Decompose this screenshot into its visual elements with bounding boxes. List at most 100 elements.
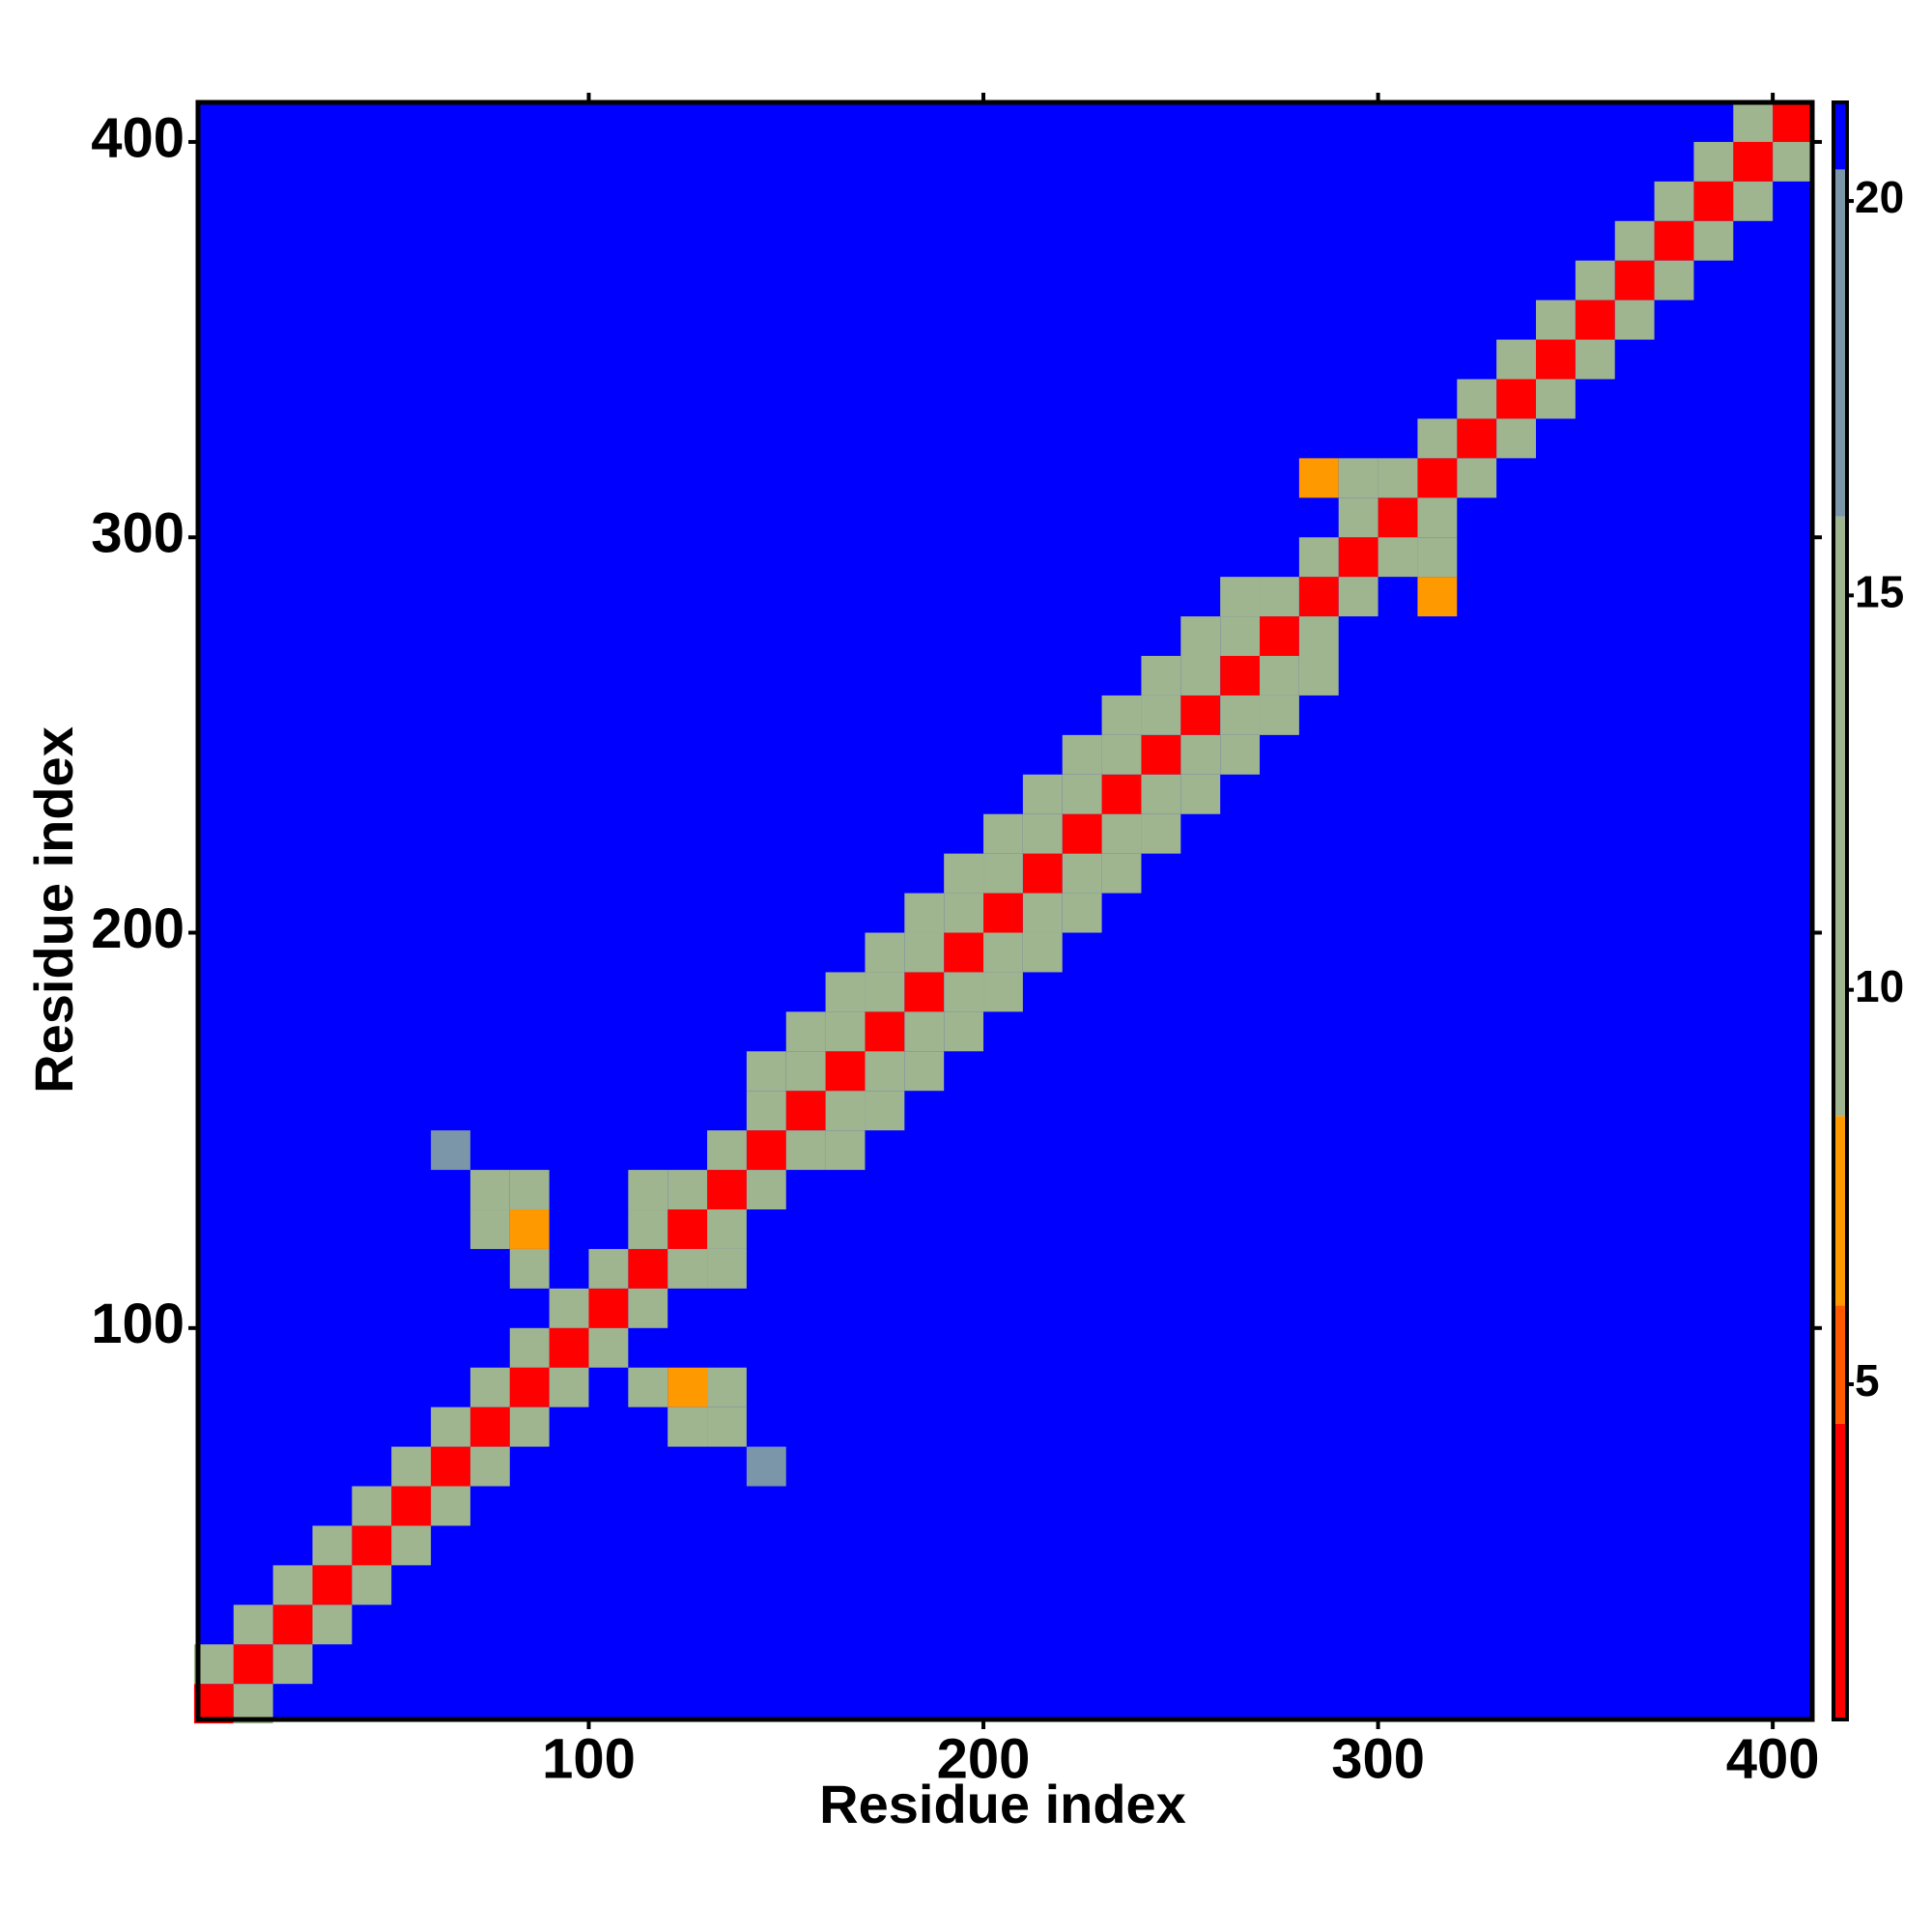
heatmap-cell xyxy=(1180,774,1221,814)
heatmap-cell xyxy=(312,1525,353,1566)
heatmap-cell xyxy=(1260,616,1299,657)
heatmap-cell xyxy=(1062,734,1102,775)
heatmap-cell xyxy=(1220,656,1261,696)
heatmap-cell xyxy=(1733,141,1774,182)
heatmap-cell xyxy=(1536,379,1576,419)
heatmap-cell xyxy=(1101,774,1142,814)
heatmap-cell xyxy=(746,1051,786,1092)
heatmap-cell xyxy=(1417,577,1458,617)
x-tick-label: 300 xyxy=(1331,1727,1425,1790)
heatmap-cell xyxy=(707,1367,747,1407)
heatmap-cell xyxy=(312,1605,353,1645)
heatmap-cell xyxy=(1141,734,1181,775)
colorbar-segment xyxy=(1833,169,1847,517)
heatmap-cell xyxy=(509,1367,550,1407)
heatmap-cell xyxy=(1220,577,1261,617)
y-tick-label: 300 xyxy=(91,502,185,565)
heatmap-cell xyxy=(391,1525,432,1566)
heatmap-cell xyxy=(1417,458,1458,498)
heatmap-cell xyxy=(944,972,984,1012)
y-tick-label: 200 xyxy=(91,897,185,960)
heatmap-cell xyxy=(509,1209,550,1249)
heatmap-cell xyxy=(1141,656,1181,696)
heatmap-cell xyxy=(944,893,984,933)
heatmap-cell xyxy=(1141,813,1181,854)
heatmap-cell xyxy=(1733,102,1774,142)
heatmap-cell xyxy=(1298,616,1339,657)
heatmap-cell xyxy=(1575,339,1615,380)
heatmap-cell xyxy=(1614,260,1655,300)
heatmap-cell xyxy=(983,972,1023,1012)
heatmap-cell xyxy=(944,853,984,894)
heatmap-cell xyxy=(1141,695,1181,735)
heatmap-cell xyxy=(1614,220,1655,261)
heatmap-cell xyxy=(707,1170,747,1210)
heatmap-cell xyxy=(1733,181,1774,221)
heatmap-cell xyxy=(1022,893,1063,933)
x-tick-label: 100 xyxy=(542,1727,636,1790)
heatmap-cell xyxy=(1101,853,1142,894)
heatmap-cell xyxy=(825,1011,866,1052)
heatmap-cell xyxy=(707,1406,747,1447)
heatmap-cell xyxy=(431,1406,470,1447)
colorbar-segment xyxy=(1833,1305,1847,1424)
heatmap-cell xyxy=(1298,656,1339,696)
heatmap-cell xyxy=(1062,853,1102,894)
heatmap-cell xyxy=(1298,458,1339,498)
heatmap-cell xyxy=(628,1288,668,1328)
heatmap-cell xyxy=(1378,537,1418,578)
heatmap-cell xyxy=(509,1248,550,1289)
heatmap-cell xyxy=(983,932,1023,973)
heatmap-cell xyxy=(1457,418,1497,459)
heatmap-cell xyxy=(469,1446,510,1487)
heatmap-cell xyxy=(904,972,945,1012)
heatmap-cell xyxy=(1180,734,1221,775)
heatmap-cell xyxy=(1614,299,1655,340)
heatmap-cell xyxy=(1062,813,1102,854)
heatmap-cell xyxy=(1693,181,1734,221)
heatmap-cell xyxy=(1220,734,1261,775)
heatmap-cell xyxy=(1101,695,1142,735)
heatmap-cell xyxy=(312,1565,353,1605)
heatmap-cell xyxy=(1101,813,1142,854)
heatmap-cell xyxy=(1654,181,1694,221)
heatmap-cell xyxy=(1180,616,1221,657)
colorbar-segment xyxy=(1833,102,1847,170)
heatmap-cell xyxy=(588,1288,629,1328)
heatmap-cell xyxy=(865,1051,905,1092)
colorbar-segment xyxy=(1833,516,1847,1117)
heatmap-cell xyxy=(707,1209,747,1249)
y-tick-label: 100 xyxy=(91,1293,185,1355)
colorbar-frame xyxy=(1832,100,1849,1721)
heatmap-cell xyxy=(1496,379,1537,419)
heatmap-cell xyxy=(352,1525,392,1566)
heatmap-cell xyxy=(1654,220,1694,261)
heatmap-cell xyxy=(1022,853,1063,894)
heatmap-cell xyxy=(588,1327,629,1368)
heatmap-cell xyxy=(431,1486,470,1526)
heatmap-cell xyxy=(391,1446,432,1487)
heatmap-cell xyxy=(904,893,945,933)
heatmap-cell xyxy=(272,1565,313,1605)
heatmap-cell xyxy=(1022,932,1063,973)
x-axis-label: Residue index xyxy=(819,1774,1186,1834)
heatmap-cell xyxy=(865,1011,905,1052)
heatmap-cell xyxy=(1022,813,1063,854)
heatmap-cell xyxy=(1022,774,1063,814)
heatmap-cell xyxy=(983,813,1023,854)
heatmap-cell xyxy=(272,1605,313,1645)
heatmap-cell xyxy=(1338,577,1378,617)
heatmap-cell xyxy=(1220,695,1261,735)
heatmap-cell xyxy=(668,1367,708,1407)
heatmap-cell xyxy=(352,1486,392,1526)
heatmap-cell xyxy=(233,1644,273,1685)
heatmap-cell xyxy=(1496,418,1537,459)
heatmap-cell xyxy=(983,853,1023,894)
heatmap-cell xyxy=(549,1288,589,1328)
heatmap-cell xyxy=(746,1130,786,1171)
heatmap-cell xyxy=(272,1644,313,1685)
heatmap-cell xyxy=(628,1170,668,1210)
heatmap-cell xyxy=(1260,695,1299,735)
heatmap-cell xyxy=(628,1367,668,1407)
heatmap-cell xyxy=(628,1248,668,1289)
